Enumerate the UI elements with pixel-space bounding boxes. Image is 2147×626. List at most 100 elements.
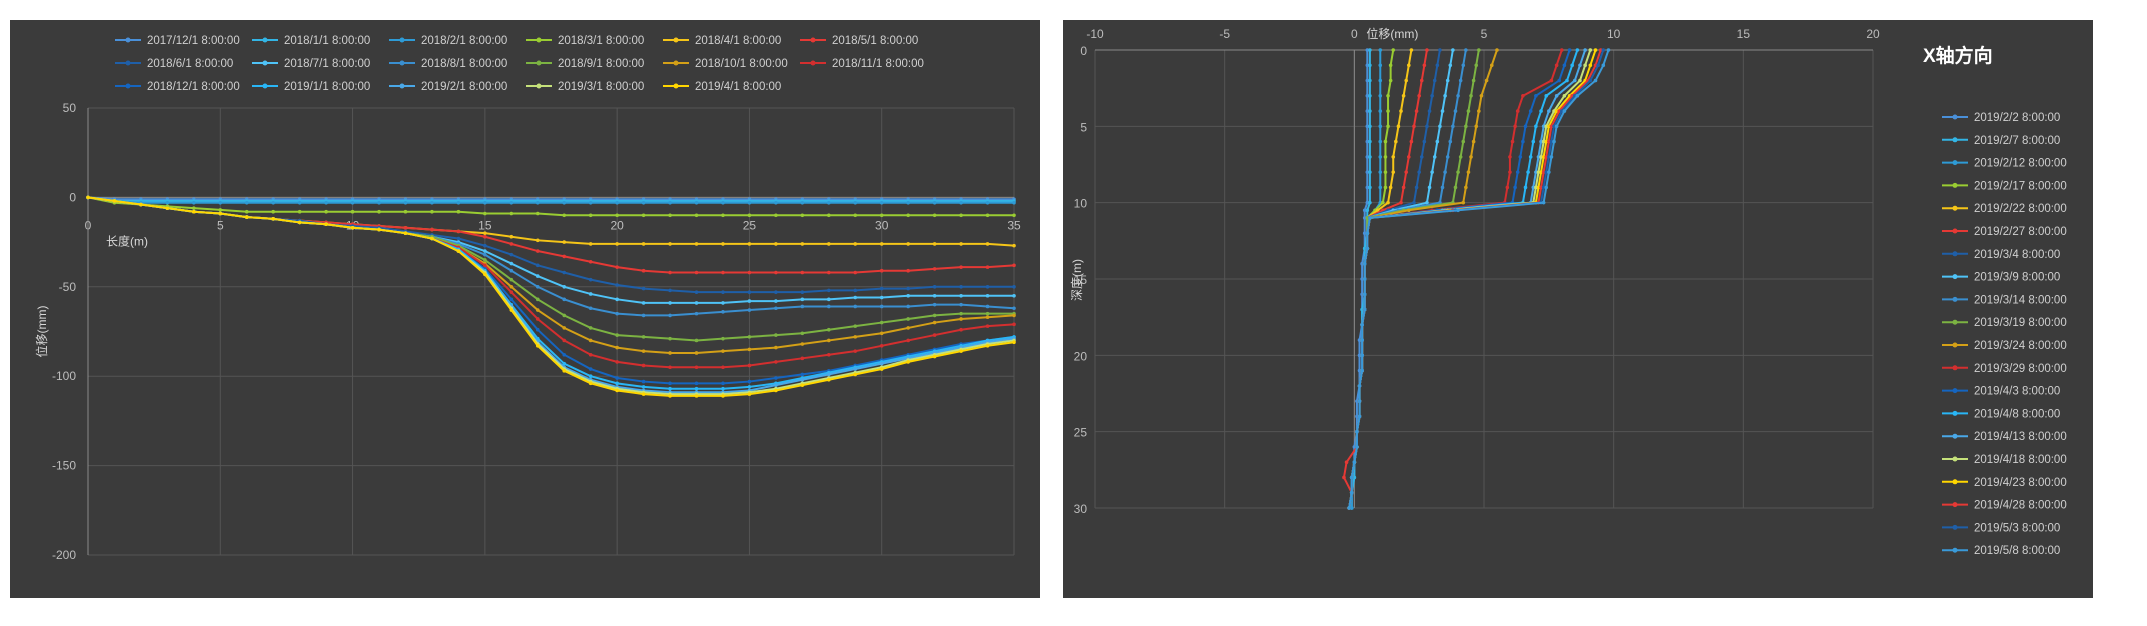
data-point <box>800 331 805 336</box>
data-point <box>721 365 725 370</box>
data-point <box>827 270 831 275</box>
data-point <box>1526 170 1530 174</box>
data-point <box>1378 78 1383 83</box>
data-point <box>1368 78 1372 83</box>
data-point <box>1544 94 1549 98</box>
data-point <box>456 200 461 205</box>
data-point <box>483 234 487 239</box>
data-point <box>906 317 910 321</box>
legend-label: 2019/2/17 8:00:00 <box>1974 180 2067 192</box>
data-point <box>1495 48 1499 52</box>
data-point <box>906 338 910 343</box>
data-point <box>1528 155 1533 159</box>
data-point <box>1365 246 1370 251</box>
data-point <box>1365 200 1370 205</box>
data-point <box>694 200 699 205</box>
data-point <box>1378 139 1383 144</box>
data-point <box>1453 185 1458 190</box>
legend-marker <box>1952 228 1958 234</box>
data-point <box>1560 48 1564 52</box>
data-point <box>1469 94 1473 98</box>
data-point <box>509 285 514 289</box>
data-point <box>800 304 805 309</box>
data-point <box>721 310 725 314</box>
data-point <box>1534 94 1538 98</box>
data-point <box>827 377 831 382</box>
data-point <box>959 242 963 246</box>
y-tick-label: 20 <box>1074 349 1088 363</box>
data-point <box>1536 185 1541 190</box>
data-point <box>1360 261 1364 266</box>
data-point <box>1012 322 1016 327</box>
data-point <box>747 270 752 275</box>
legend-label: 2019/3/14 8:00:00 <box>1974 294 2067 306</box>
inclinometer-depth-chart-panel: 0 5 10 15 20 25 30 -10 -5 0 5 10 15 20 位移(mm) 深度(m) X轴方向… <box>1063 20 2093 598</box>
data-point <box>985 213 990 218</box>
x-tick-label: 0 <box>1351 27 1358 41</box>
data-point <box>1368 48 1372 52</box>
data-point <box>1419 78 1424 83</box>
data-point <box>1362 231 1367 235</box>
data-point <box>800 242 805 246</box>
data-point <box>1360 353 1364 358</box>
data-point <box>1541 139 1546 144</box>
data-point <box>853 270 858 275</box>
data-point <box>1466 170 1471 174</box>
data-point <box>641 385 646 389</box>
data-point <box>271 209 276 214</box>
data-point <box>747 335 752 339</box>
data-point <box>800 200 805 205</box>
data-point <box>588 242 593 246</box>
data-point <box>1583 48 1587 52</box>
legend-marker <box>1952 547 1958 553</box>
data-point <box>827 372 831 377</box>
data-point <box>1378 185 1383 190</box>
data-point <box>615 311 619 316</box>
data-point <box>615 345 619 350</box>
data-point <box>430 209 434 214</box>
legend-marker <box>1952 319 1958 325</box>
data-point <box>641 242 646 246</box>
legend-label: 2019/1/1 8:00:00 <box>284 81 370 93</box>
data-point <box>1365 170 1370 174</box>
data-point <box>1344 460 1349 465</box>
data-point <box>694 365 699 370</box>
data-point <box>959 293 963 298</box>
legend-label: 2019/4/23 8:00:00 <box>1974 477 2067 489</box>
legend-marker <box>1952 365 1958 371</box>
y-tick-label: 15 <box>1074 273 1088 287</box>
data-point <box>297 209 302 214</box>
data-point <box>774 213 778 218</box>
data-point <box>1443 94 1447 98</box>
y-tick-label: 5 <box>1080 120 1087 134</box>
data-point <box>641 268 646 273</box>
data-point <box>985 311 990 316</box>
data-point <box>588 306 593 311</box>
legend-marker <box>1952 251 1958 257</box>
data-point <box>959 311 963 316</box>
data-point <box>1406 155 1411 159</box>
data-point <box>985 293 990 298</box>
data-point <box>509 261 514 266</box>
data-point <box>694 386 699 391</box>
data-point <box>535 308 540 312</box>
data-point <box>932 302 937 307</box>
data-point <box>1541 124 1546 129</box>
data-point <box>1368 155 1372 159</box>
data-point <box>1570 63 1574 68</box>
data-point <box>1349 506 1354 510</box>
data-point <box>271 200 276 205</box>
data-point <box>1544 124 1549 129</box>
legend-label: 2018/12/1 8:00:00 <box>147 81 240 93</box>
data-point <box>1362 307 1367 312</box>
data-point <box>1484 78 1489 83</box>
data-point <box>1425 124 1429 129</box>
data-point <box>1539 185 1543 190</box>
data-point <box>562 270 567 275</box>
x-tick-label: -5 <box>1219 27 1230 41</box>
data-point <box>1368 124 1372 129</box>
data-point <box>694 311 699 316</box>
data-point <box>668 386 672 391</box>
data-point <box>562 285 567 289</box>
data-point <box>1404 170 1408 174</box>
